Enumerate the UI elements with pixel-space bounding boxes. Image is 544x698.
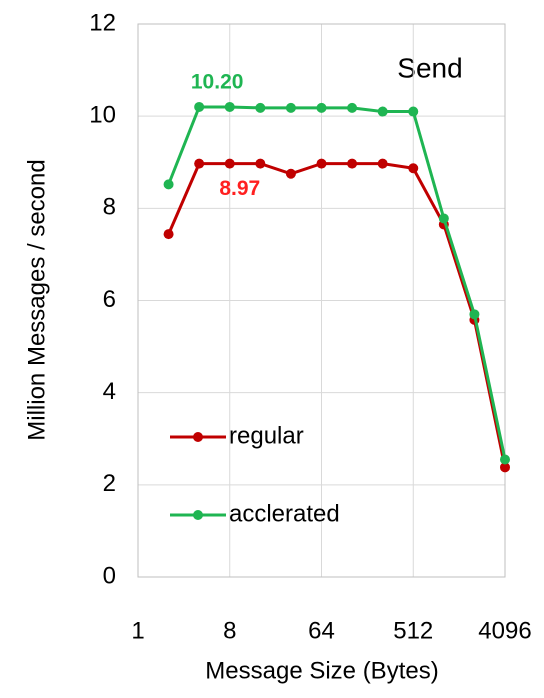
marker — [377, 158, 388, 169]
marker — [194, 101, 205, 112]
marker — [163, 229, 174, 240]
y-tick-label: 8 — [103, 194, 116, 221]
annotation: Send — [397, 52, 462, 83]
marker — [500, 462, 510, 473]
marker — [224, 101, 235, 112]
marker — [163, 179, 174, 190]
x-axis-label: Message Size (Bytes) — [205, 657, 438, 684]
x-tick-label: 8 — [223, 617, 236, 644]
marker — [194, 158, 205, 169]
data-label: 10.20 — [191, 70, 244, 93]
y-tick-label: 10 — [89, 102, 116, 129]
marker — [285, 168, 296, 179]
line — [167, 162, 507, 468]
marker — [408, 163, 419, 174]
data-label: 8.97 — [219, 177, 260, 200]
y-tick-label: 12 — [89, 9, 116, 36]
legend-label: acclerated — [229, 500, 340, 527]
marker — [469, 309, 480, 320]
y-axis-label: Million Messages / second — [23, 159, 50, 440]
marker — [316, 102, 327, 113]
marker — [408, 106, 419, 117]
legend-marker — [193, 432, 203, 442]
line — [167, 105, 507, 460]
marker — [347, 158, 358, 169]
x-tick-label: 1 — [131, 617, 144, 644]
x-tick-label: 64 — [308, 617, 335, 644]
x-tick-label: 4096 — [478, 617, 531, 644]
y-tick-label: 0 — [103, 562, 116, 589]
x-tick-label: 512 — [393, 617, 433, 644]
marker — [500, 454, 510, 465]
marker — [377, 106, 388, 117]
marker — [316, 158, 327, 169]
marker — [255, 158, 266, 169]
legend-marker — [193, 510, 203, 520]
marker — [285, 102, 296, 113]
marker — [347, 102, 358, 113]
y-tick-label: 4 — [103, 378, 116, 405]
marker — [255, 102, 266, 113]
legend-label: regular — [229, 422, 304, 449]
marker — [438, 213, 449, 224]
plot-border — [137, 23, 506, 578]
y-tick-label: 6 — [103, 286, 116, 313]
marker — [224, 158, 235, 169]
y-tick-label: 2 — [103, 470, 116, 497]
